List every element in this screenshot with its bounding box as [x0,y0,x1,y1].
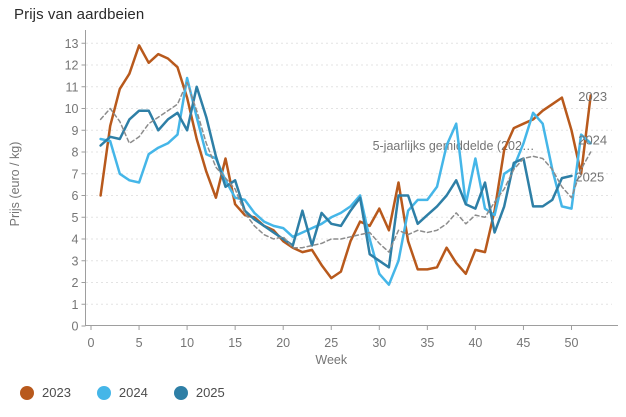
x-tick-label: 25 [324,336,338,350]
y-tick-label: 10 [65,102,79,116]
x-tick-label: 10 [180,336,194,350]
series-line-2025 [99,85,573,269]
x-tick-label: 30 [372,336,386,350]
y-tick-label: 12 [65,59,79,73]
y-tick-label: 11 [66,80,79,94]
legend-marker-2023-icon [20,385,34,400]
y-tick-label: 2 [72,276,79,290]
legend-marker-2025-icon [173,385,188,400]
chart-legend: 2023 2024 2025 [20,385,225,400]
legend-label-2025: 2025 [195,385,225,400]
x-tick-label: 40 [468,336,482,350]
y-tick-label: 8 [72,146,79,160]
series-line-2023 [99,44,592,280]
y-tick-label: 3 [72,254,79,268]
legend-item-2023[interactable]: 2023 [20,385,71,400]
legend-marker-2024-icon [96,385,111,400]
x-tick-label: 15 [228,336,242,350]
legend-label-2024: 2024 [118,385,148,400]
legend-item-2024[interactable]: 2024 [96,385,148,400]
y-axis-title: Prijs (euro / kg) [8,142,22,227]
y-tick-label: 4 [72,233,79,247]
y-tick-label: 9 [72,124,79,138]
y-tick-label: 13 [65,37,79,51]
chart-title: Prijs van aardbeien [14,6,145,23]
x-tick-label: 35 [420,336,434,350]
x-tick-label: 45 [516,336,530,350]
x-tick-label: 0 [88,336,95,350]
y-tick-label: 7 [72,167,79,181]
y-tick-label: 6 [72,189,79,203]
x-tick-label: 20 [276,336,290,350]
series-line-2024 [99,76,592,286]
y-tick-label: 0 [72,320,79,334]
x-tick-label: 5 [136,336,143,350]
end-label-2023: 2023 [578,89,607,104]
average-line-annotation: 5-jaarlijks gemiddelde (202… [373,139,535,153]
end-label-2025: 2025 [575,170,604,185]
end-label-2024: 2024 [578,133,607,148]
x-tick-label: 50 [565,336,579,350]
y-tick-label: 5 [72,211,79,225]
series-line-5-jaarlijks-gemiddelde [99,81,592,253]
y-tick-label: 1 [72,298,79,312]
legend-label-2023: 2023 [42,385,71,400]
legend-item-2025[interactable]: 2025 [173,385,225,400]
x-axis-title: Week [315,353,347,367]
